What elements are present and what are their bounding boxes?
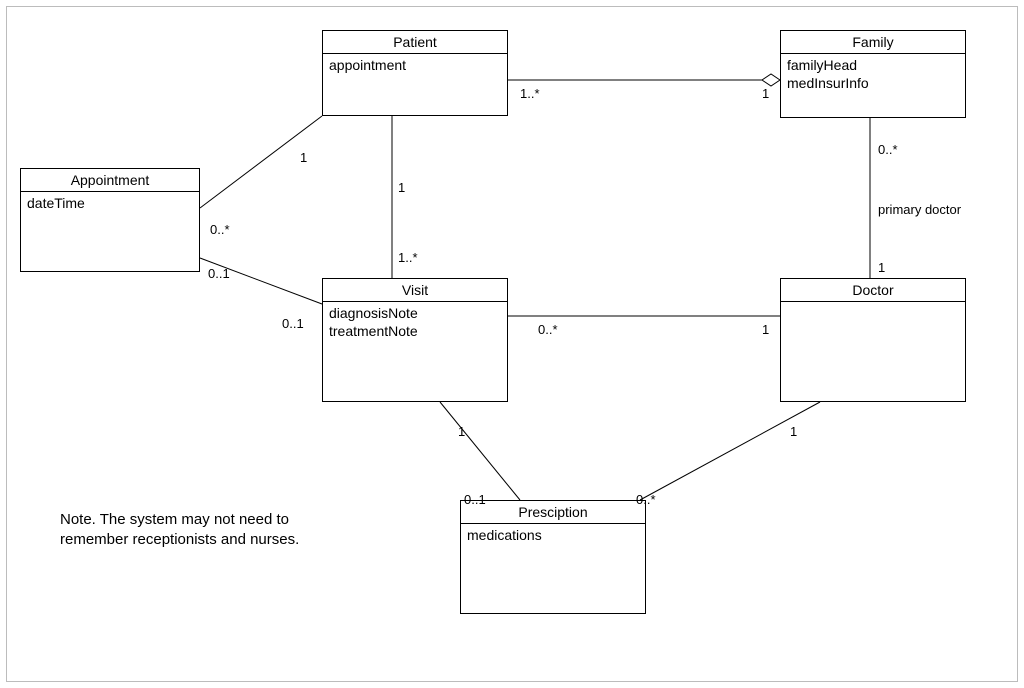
multiplicity-label: 0..1 (208, 266, 230, 281)
multiplicity-label: 1 (458, 424, 465, 439)
class-attributes: medications (461, 524, 645, 548)
class-title: Presciption (461, 501, 645, 524)
class-patient: Patient appointment (322, 30, 508, 116)
class-attribute: appointment (329, 57, 501, 75)
multiplicity-label: 0..1 (464, 492, 486, 507)
class-title: Visit (323, 279, 507, 302)
diagram-note: Note. The system may not need to remembe… (60, 510, 300, 551)
multiplicity-label: 0..* (538, 322, 558, 337)
multiplicity-label: 1 (398, 180, 405, 195)
class-title: Appointment (21, 169, 199, 192)
class-attributes: dateTime (21, 192, 199, 216)
multiplicity-label: 0..* (636, 492, 656, 507)
multiplicity-label: 1..* (398, 250, 418, 265)
class-visit: Visit diagnosisNote treatmentNote (322, 278, 508, 402)
multiplicity-label: 1 (762, 322, 769, 337)
multiplicity-label: 1 (300, 150, 307, 165)
class-attribute: medications (467, 527, 639, 545)
class-attribute: dateTime (27, 195, 193, 213)
role-label: primary doctor (878, 202, 961, 217)
class-attribute: treatmentNote (329, 323, 501, 341)
multiplicity-label: 1 (762, 86, 769, 101)
multiplicity-label: 0..* (878, 142, 898, 157)
multiplicity-label: 1 (878, 260, 885, 275)
class-prescription: Presciption medications (460, 500, 646, 614)
multiplicity-label: 1 (790, 424, 797, 439)
class-title: Doctor (781, 279, 965, 302)
multiplicity-label: 0..* (210, 222, 230, 237)
class-attribute: diagnosisNote (329, 305, 501, 323)
multiplicity-label: 1..* (520, 86, 540, 101)
class-title: Patient (323, 31, 507, 54)
class-attributes: appointment (323, 54, 507, 78)
class-attribute: medInsurInfo (787, 75, 959, 93)
class-family: Family familyHead medInsurInfo (780, 30, 966, 118)
class-appointment: Appointment dateTime (20, 168, 200, 272)
class-attribute: familyHead (787, 57, 959, 75)
class-attributes: diagnosisNote treatmentNote (323, 302, 507, 343)
class-doctor: Doctor (780, 278, 966, 402)
multiplicity-label: 0..1 (282, 316, 304, 331)
class-attributes: familyHead medInsurInfo (781, 54, 965, 95)
class-title: Family (781, 31, 965, 54)
class-attributes (781, 302, 965, 324)
